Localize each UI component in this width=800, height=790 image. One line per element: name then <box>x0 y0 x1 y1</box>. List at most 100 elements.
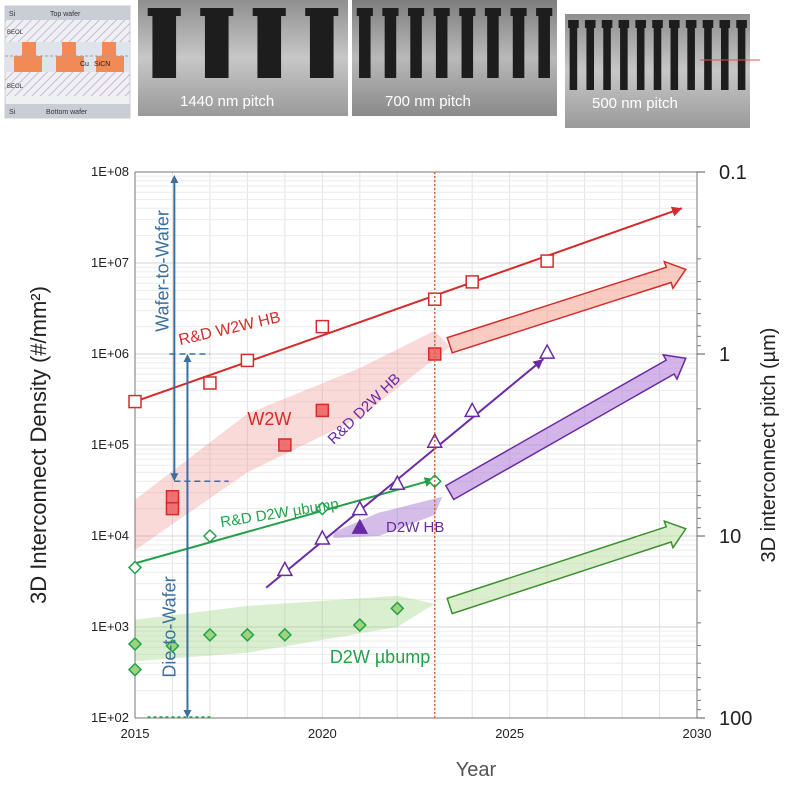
sem-pillar-cap <box>736 20 747 28</box>
sem-label-1440nm: 1440 nm pitch <box>180 93 274 110</box>
sem-pillar-cap <box>459 8 476 16</box>
sem-pillar <box>704 20 712 90</box>
y2-tick-label: 10 <box>719 526 741 548</box>
sem-pillar <box>461 8 474 78</box>
wafer-to-wafer-range-arrow <box>170 175 179 482</box>
data-point <box>314 529 331 545</box>
sem-panel-1440nm: 1440 nm pitch <box>138 0 348 116</box>
w2w-trend-band <box>135 330 450 551</box>
sem-label-500nm: 500 nm pitch <box>592 95 678 112</box>
sem-pillar <box>586 20 595 90</box>
sem-pillar <box>257 8 282 78</box>
data-point <box>240 627 255 642</box>
d2w-hb-trend-line <box>265 358 545 589</box>
data-point <box>165 638 180 653</box>
x-tick-label: 2015 <box>121 726 150 741</box>
data-point <box>278 438 292 452</box>
sem-pillar <box>720 20 729 90</box>
y-tick-label: 1E+06 <box>91 346 129 361</box>
y-tick-label: 1E+07 <box>91 255 129 270</box>
x-tick-label: 2030 <box>683 726 712 741</box>
sem-pillar-cap <box>719 20 731 28</box>
y-tick-label: 1E+03 <box>91 619 129 634</box>
data-point <box>315 319 330 334</box>
data-point <box>315 403 330 418</box>
sem-pillar <box>670 20 679 90</box>
sem-pillar <box>512 8 525 78</box>
sem-pillar-cap <box>407 8 425 16</box>
series-label: R&D D2W µbump <box>219 496 340 531</box>
sem-pillar <box>384 8 397 78</box>
chart-axes: 1E+02 1E+03 1E+04 1E+05 1E+06 1E+07 1E+08 2015 2… <box>91 162 752 741</box>
chart-labels: 3D Interconnect Density (#/mm²) 3D interc… <box>26 210 780 781</box>
w2w-projection-arrow <box>446 260 687 354</box>
d2w-hb-projection-arrow <box>444 353 687 501</box>
data-point <box>127 560 143 575</box>
data-point <box>127 636 143 652</box>
sem-pillar-cap <box>510 8 527 16</box>
data-point <box>390 601 405 616</box>
die-to-wafer-label: Die-to-Wafer <box>159 576 179 677</box>
chart-annotations <box>147 172 436 718</box>
sem-pillar <box>538 8 550 78</box>
schematic-beol-top: BEOL <box>7 30 24 36</box>
sem-pillar-cap <box>702 20 714 28</box>
sem-pillar-cap <box>601 20 613 28</box>
data-point <box>165 501 180 516</box>
sem-pillar <box>620 20 628 90</box>
sem-pillar-cap <box>669 20 680 28</box>
data-point <box>203 376 217 390</box>
sem-pillar-cap <box>635 20 646 28</box>
w2w-hb-trend-line <box>134 206 683 403</box>
interconnect-density-chart: 1E+02 1E+03 1E+04 1E+05 1E+06 1E+07 1E+08 2015 2… <box>26 162 780 781</box>
y-tick-label: 1E+08 <box>91 164 129 179</box>
data-point <box>315 501 330 516</box>
sem-pillar <box>309 8 334 78</box>
series-label: R&D W2W HB <box>177 309 282 349</box>
series-label: W2W <box>247 409 291 429</box>
hybrid-bonding-schematic: Si Top wafer BEOL Cu SiCN BEOL Si Bottom… <box>4 5 131 119</box>
sem-pillar-cap <box>433 8 450 16</box>
sem-pillar-cap <box>536 8 553 16</box>
sem-pillar <box>603 20 611 90</box>
sem-pillar-cap <box>200 8 234 16</box>
data-point <box>389 474 406 490</box>
sem-pillar-cap <box>652 20 663 28</box>
sem-pillar-cap <box>618 20 630 28</box>
schematic-sicn: SiCN <box>94 61 110 68</box>
data-point <box>463 401 481 418</box>
sem-pillar-cap <box>484 8 502 16</box>
sem-pillar <box>152 8 177 78</box>
series-label: D2W µbump <box>330 647 430 667</box>
sem-panel-500nm: 500 nm pitch <box>565 14 760 128</box>
sem-pillar <box>636 20 645 90</box>
trend-bands <box>135 330 450 662</box>
schematic-top-wafer: Top wafer <box>50 11 81 18</box>
sem-pillar-cap <box>147 8 181 16</box>
data-point <box>352 618 367 633</box>
y-tick-label: 1E+02 <box>91 710 129 725</box>
data-point <box>351 518 369 534</box>
sem-pillar <box>487 8 499 78</box>
x-tick-label: 2025 <box>495 726 524 741</box>
sem-pillar-cap <box>305 8 339 16</box>
data-point <box>165 489 180 504</box>
sem-pillar <box>204 8 229 78</box>
y2-tick-label: 0.1 <box>719 162 747 184</box>
data-point <box>427 292 442 306</box>
data-point <box>538 343 556 359</box>
sem-pillar <box>653 20 662 90</box>
sem-pillar-cap <box>356 8 373 16</box>
schematic-bottom-wafer: Bottom wafer <box>46 109 88 116</box>
y2-tick-label: 1 <box>719 344 730 366</box>
x-axis-title: Year <box>456 759 497 781</box>
sem-pillar-cap <box>252 8 286 16</box>
sem-pillar <box>435 8 448 78</box>
die-to-wafer-range-arrow <box>183 354 192 718</box>
schematic-bottom-si: Si <box>9 109 16 116</box>
sem-pillar-cap <box>685 20 697 28</box>
sem-label-700nm: 700 nm pitch <box>385 93 471 110</box>
data-point <box>276 560 294 577</box>
data-point <box>465 275 479 289</box>
data-point <box>127 662 143 677</box>
